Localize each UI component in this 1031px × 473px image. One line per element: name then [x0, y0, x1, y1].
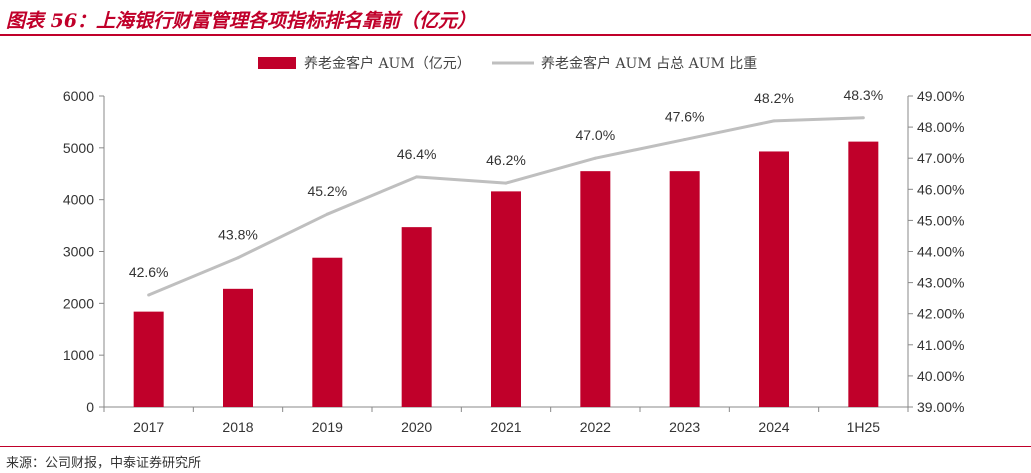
bar — [401, 227, 432, 407]
footer-rule — [0, 446, 1031, 447]
y-right-tick-label: 43.00% — [917, 275, 964, 291]
x-tick-label: 2019 — [312, 419, 343, 435]
line-point — [593, 156, 597, 160]
y-right-tick-label: 48.00% — [917, 119, 964, 135]
data-label: 47.0% — [575, 127, 615, 143]
bar — [848, 141, 879, 407]
y-right-tick-label: 49.00% — [917, 88, 964, 104]
data-label: 46.2% — [486, 152, 526, 168]
x-tick-label: 2022 — [580, 419, 611, 435]
x-tick-label: 2018 — [222, 419, 253, 435]
bar — [133, 311, 164, 407]
y-right-tick-label: 47.00% — [917, 150, 964, 166]
bar — [223, 288, 253, 407]
bar — [759, 151, 789, 407]
y-left-tick-label: 0 — [86, 399, 94, 415]
y-right-tick-label: 42.00% — [917, 306, 964, 322]
chart-title: 图表 56：上海银行财富管理各项指标排名靠前（亿元） — [6, 10, 477, 32]
bar — [491, 191, 521, 407]
y-left-tick-label: 1000 — [63, 347, 94, 363]
x-tick-label: 2021 — [490, 419, 521, 435]
source-note: 来源：公司财报，中泰证券研究所 — [6, 456, 202, 471]
data-label: 46.4% — [397, 146, 437, 162]
bar — [580, 171, 611, 407]
line-point — [861, 116, 865, 120]
bar — [669, 171, 700, 407]
y-left-tick-label: 4000 — [63, 192, 94, 208]
title-rule — [0, 34, 1031, 36]
x-tick-label: 2020 — [401, 419, 432, 435]
legend-label-bar: 养老金客户 AUM（亿元） — [304, 55, 471, 72]
y-left-tick-label: 2000 — [63, 295, 94, 311]
data-label: 47.6% — [665, 109, 705, 125]
bars — [133, 141, 879, 407]
line-point — [236, 256, 240, 260]
y-right-tick-label: 44.00% — [917, 244, 964, 260]
y-right-tick-label: 41.00% — [917, 337, 964, 353]
axes: 0 1000 2000 3000 4000 5000 6000 39.00% 40.00% 41.… — [63, 88, 965, 435]
y-left-tick-label: 6000 — [63, 88, 94, 104]
bar — [312, 257, 343, 407]
legend: 养老金客户 AUM（亿元） 养老金客户 AUM 占总 AUM 比重 — [258, 55, 757, 72]
legend-swatch-bar — [258, 57, 296, 69]
line-point — [504, 181, 508, 185]
data-label: 48.3% — [843, 87, 883, 103]
line-series — [147, 116, 865, 297]
y-right-tick-label: 45.00% — [917, 212, 964, 228]
y-left-tick-label: 3000 — [63, 244, 94, 260]
x-tick-label: 2024 — [758, 419, 789, 435]
x-tick-label: 2023 — [669, 419, 700, 435]
line-point — [772, 119, 776, 123]
x-tick-label: 1H25 — [847, 419, 881, 435]
data-labels: 42.6% 43.8% 45.2% 46.4% 46.2% 47.0% 47.6% 48.2%… — [129, 87, 883, 280]
data-label: 45.2% — [307, 183, 347, 199]
data-label: 42.6% — [129, 264, 169, 280]
y-right-tick-label: 46.00% — [917, 181, 964, 197]
line-point — [415, 175, 419, 179]
y-left-tick-label: 5000 — [63, 140, 94, 156]
line-point — [147, 293, 151, 297]
line-point — [683, 138, 687, 142]
data-label: 43.8% — [218, 227, 258, 243]
x-tick-label: 2017 — [133, 419, 164, 435]
legend-label-line: 养老金客户 AUM 占总 AUM 比重 — [541, 55, 757, 72]
y-right-tick-label: 40.00% — [917, 368, 964, 384]
data-label: 48.2% — [754, 90, 794, 106]
line-point — [325, 212, 329, 216]
y-right-tick-label: 39.00% — [917, 399, 964, 415]
